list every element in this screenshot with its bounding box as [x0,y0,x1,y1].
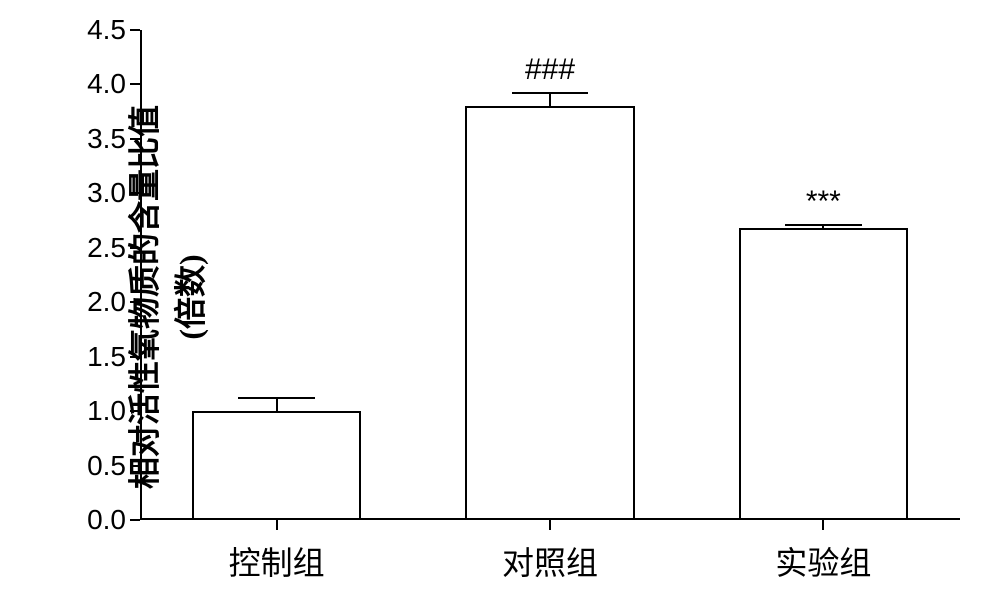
y-tick-label: 3.0 [87,177,126,209]
y-tick-label: 2.0 [87,286,126,318]
chart-container: 相对活性氧物质的含量比值 (倍数) 0.00.51.01.52.02.53.03… [0,0,1000,594]
y-tick-mark [130,356,140,358]
error-cap [238,397,315,399]
y-axis-line [140,30,142,520]
bar [739,228,908,520]
y-tick-label: 0.0 [87,504,126,536]
significance-label: ### [525,53,575,87]
y-tick-label: 1.5 [87,341,126,373]
error-bar [549,93,551,106]
x-tick-label: 对照组 [502,538,598,584]
y-tick-mark [130,519,140,521]
y-tick-mark [130,247,140,249]
bar [192,411,361,520]
y-tick-mark [130,138,140,140]
y-tick-mark [130,192,140,194]
y-tick-label: 4.0 [87,68,126,100]
x-tick-label: 实验组 [775,538,871,584]
y-tick-mark [130,465,140,467]
y-tick-label: 0.5 [87,450,126,482]
x-tick-mark [276,520,278,530]
error-cap [785,224,862,226]
bar [465,106,634,520]
y-tick-mark [130,301,140,303]
error-cap [512,92,589,94]
error-bar [276,398,278,411]
significance-label: *** [806,185,841,219]
y-tick-label: 3.5 [87,123,126,155]
x-tick-label: 控制组 [229,538,325,584]
plot-area: 0.00.51.01.52.02.53.03.54.04.5控制组对照组实验组#… [140,30,960,520]
y-tick-label: 4.5 [87,14,126,46]
x-tick-mark [549,520,551,530]
x-tick-mark [822,520,824,530]
y-tick-mark [130,410,140,412]
y-tick-mark [130,29,140,31]
y-tick-label: 2.5 [87,232,126,264]
y-tick-mark [130,83,140,85]
y-tick-label: 1.0 [87,395,126,427]
